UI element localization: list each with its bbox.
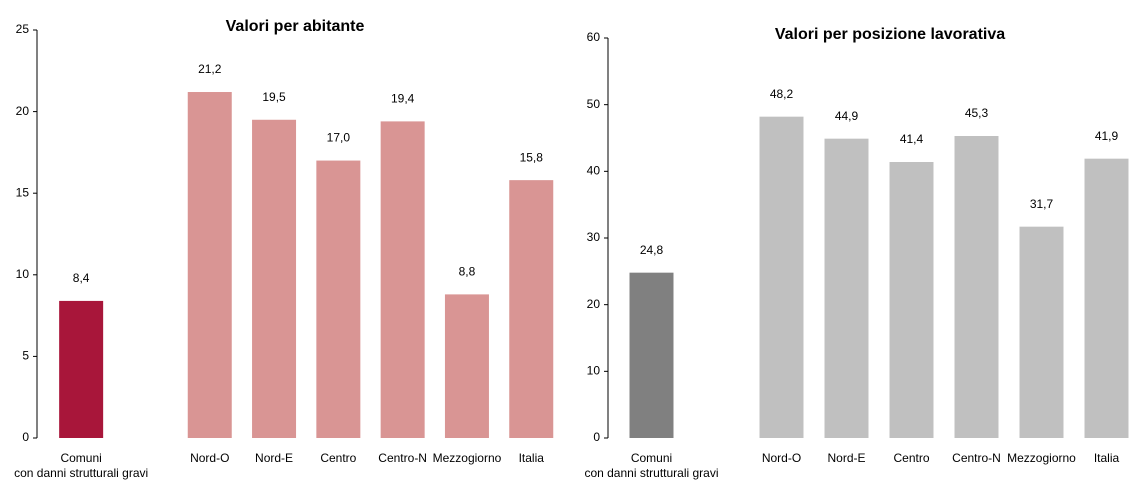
value-label: 8,8	[459, 265, 476, 279]
x-tick-label: Nord-O	[190, 451, 229, 465]
y-tick-label: 20	[16, 104, 30, 118]
value-label: 17,0	[327, 131, 351, 145]
y-tick-label: 50	[587, 97, 601, 111]
y-tick-label: 40	[587, 164, 601, 178]
bar	[759, 116, 804, 439]
bar	[954, 136, 999, 438]
value-label: 45,3	[965, 106, 989, 120]
x-tick-label: Comuni con danni strutturali gravi	[14, 451, 148, 480]
x-tick-label: Centro	[320, 451, 356, 465]
y-tick-label: 15	[16, 185, 30, 199]
bar	[59, 300, 104, 438]
y-tick-label: 25	[16, 22, 30, 36]
bar	[1084, 158, 1129, 438]
bar	[316, 160, 361, 438]
x-tick-label: Centro-N	[952, 451, 1001, 465]
chart-title: Valori per abitante	[226, 18, 365, 35]
x-tick-label: Mezzogiorno	[433, 451, 502, 465]
y-tick-label: 10	[16, 267, 30, 281]
x-tick-label: Italia	[1094, 451, 1120, 465]
value-label: 41,4	[900, 132, 924, 146]
bar	[889, 162, 934, 438]
y-tick-label: 10	[587, 364, 601, 378]
bar	[444, 294, 489, 438]
value-label: 41,9	[1095, 129, 1119, 143]
value-label: 15,8	[520, 150, 544, 164]
y-tick-label: 20	[587, 297, 601, 311]
value-label: 24,8	[640, 243, 664, 257]
value-label: 48,2	[770, 87, 794, 101]
bar	[380, 121, 425, 438]
bar	[1019, 226, 1064, 438]
y-tick-label: 30	[587, 230, 601, 244]
y-tick-label: 5	[22, 349, 29, 363]
y-tick-label: 0	[22, 430, 29, 444]
x-tick-label: Mezzogiorno	[1007, 451, 1076, 465]
bar	[252, 119, 297, 438]
value-label: 19,4	[391, 92, 415, 106]
value-label: 19,5	[262, 90, 286, 104]
value-label: 44,9	[835, 109, 859, 123]
x-tick-label: Nord-E	[255, 451, 293, 465]
value-label: 21,2	[198, 62, 222, 76]
value-label: 31,7	[1030, 197, 1054, 211]
x-tick-label: Centro-N	[378, 451, 427, 465]
y-tick-label: 0	[593, 430, 600, 444]
chart-title: Valori per posizione lavorativa	[775, 26, 1005, 43]
bar	[509, 180, 554, 439]
x-tick-label: Italia	[519, 451, 545, 465]
value-label: 8,4	[73, 271, 90, 285]
y-tick-label: 60	[587, 30, 601, 44]
bar	[629, 272, 674, 438]
x-tick-label: Nord-O	[762, 451, 801, 465]
bar	[187, 92, 232, 439]
bar	[824, 138, 869, 438]
x-tick-label: Centro	[893, 451, 929, 465]
x-tick-label: Nord-E	[827, 451, 865, 465]
x-tick-label: Comuni con danni strutturali gravi	[584, 451, 718, 480]
